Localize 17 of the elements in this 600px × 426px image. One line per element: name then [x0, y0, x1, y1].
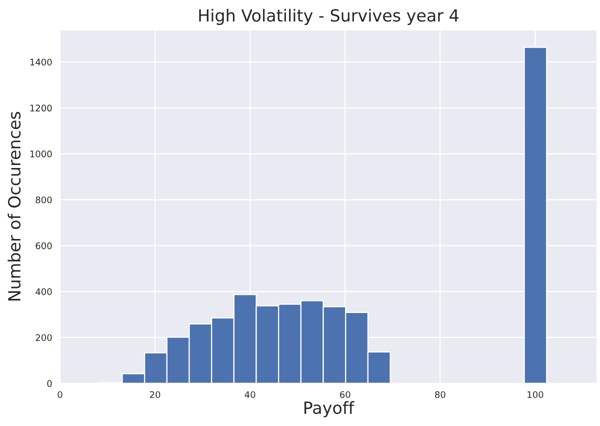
y-tick-label: 600	[36, 242, 52, 250]
y-tick-label: 1000	[30, 150, 52, 158]
y-axis-title: Number of Occurences	[8, 112, 21, 300]
y-tick-label: 0	[47, 380, 52, 387]
y-tick-label: 400	[36, 288, 52, 296]
y-tick-label: 200	[36, 334, 52, 342]
y-tick-label: 800	[36, 196, 52, 204]
x-tick-label: 80	[435, 391, 446, 398]
x-tick-label: 0	[58, 391, 62, 398]
x-axis-title: Payoff	[304, 401, 354, 418]
x-tick-label: 100	[528, 391, 544, 398]
x-tick-label: 40	[244, 391, 256, 398]
y-tick-label: 1200	[30, 104, 52, 112]
x-tick-label: 20	[150, 391, 160, 398]
x-tick-label: 60	[340, 391, 350, 398]
y-tick-label: 1400	[30, 58, 52, 66]
chart-title: High Volatility - Survives year 4	[199, 8, 458, 25]
